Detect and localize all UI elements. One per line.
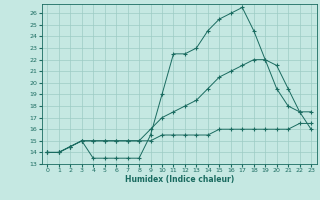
X-axis label: Humidex (Indice chaleur): Humidex (Indice chaleur) bbox=[124, 175, 234, 184]
